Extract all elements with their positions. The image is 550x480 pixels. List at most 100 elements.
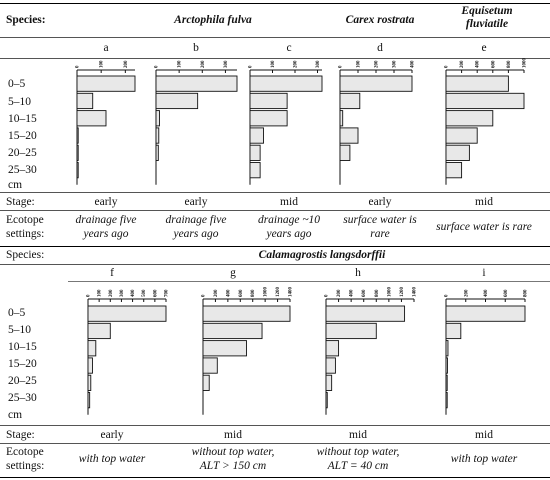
top-ecotope-rule [0, 210, 550, 211]
tick-label-g-7: 1400 [289, 287, 294, 298]
top-stage-rule [0, 192, 550, 193]
depth-label-top-1: 5–10 [8, 96, 31, 108]
bottom-ecotope-rule [0, 443, 550, 444]
tick-label-e-3: 600 [491, 60, 496, 68]
tick-label-g-0: 0 [202, 294, 207, 297]
bar-c-1 [249, 92, 288, 110]
panel-letter-a: a [103, 42, 109, 54]
table-top-rule [0, 3, 550, 4]
depth-label-top-2: 10–15 [8, 113, 37, 125]
depth-label-bottom-3: 15–20 [8, 358, 37, 370]
stage-i: mid [475, 429, 493, 441]
stage-b: early [184, 196, 208, 208]
stage-d: early [368, 196, 392, 208]
bar-i-5 [445, 392, 448, 409]
tick-label-f-6: 600 [153, 289, 158, 297]
panel-letter-h: h [355, 267, 361, 279]
tick-label-d-0: 0 [339, 65, 344, 68]
depth-label-top-3: 15–20 [8, 130, 37, 142]
tick-label-i-0: 0 [445, 294, 450, 297]
panel-letter-i: i [482, 267, 486, 279]
stage-e: mid [475, 196, 493, 208]
tick-label-d-2: 200 [375, 60, 380, 68]
bar-e-1 [445, 92, 525, 110]
bar-f-1 [87, 322, 111, 340]
tick-label-h-3: 600 [362, 289, 367, 297]
tick-label-g-5: 1000 [264, 287, 269, 298]
stage-c: mid [280, 196, 298, 208]
species-name-carex: Carex rostrata [345, 14, 415, 26]
bar-c-3 [249, 127, 264, 144]
stage-label-top: Stage: [6, 196, 35, 208]
bottom-header-rule [0, 264, 550, 265]
ecotope-label-bottom-2: settings: [6, 460, 45, 472]
tick-label-e-4: 800 [507, 60, 512, 68]
bar-c-4 [249, 144, 261, 161]
bar-e-3 [445, 127, 478, 144]
tick-label-f-2: 200 [109, 289, 114, 297]
ecotope-h-line1: without top water, [316, 446, 400, 458]
depth-label-bottom-0: 0–5 [8, 307, 26, 319]
species-name-equisetum: Equisetum fluviatile [461, 5, 512, 31]
ecotope-b-line1: drainage five [165, 214, 227, 226]
bar-h-0 [325, 305, 406, 322]
ecotope-i: with top water [450, 453, 518, 465]
depth-label-top-5: 25–30 [8, 164, 37, 176]
tick-label-i-2: 400 [484, 289, 489, 297]
bar-a-4 [76, 144, 79, 161]
tick-label-b-2: 200 [201, 60, 206, 68]
tick-label-a-1: 100 [100, 60, 105, 68]
bar-e-4 [445, 144, 470, 161]
tick-label-c-0: 0 [249, 65, 254, 68]
ecotope-a-line1: drainage five [75, 214, 137, 226]
tick-label-h-4: 800 [375, 289, 380, 297]
bar-g-0 [202, 305, 291, 322]
tick-label-g-6: 1200 [276, 287, 281, 298]
tick-label-i-4: 800 [524, 289, 529, 297]
ecotope-label-bottom-1: Ecotope [6, 446, 44, 458]
tick-label-b-0: 0 [155, 65, 160, 68]
bar-i-0 [445, 305, 526, 322]
top-charts-rule [0, 58, 550, 59]
stage-f: early [100, 429, 124, 441]
bar-h-5 [325, 392, 328, 409]
ecotope-c-line1: drainage ~10 [257, 214, 321, 226]
bar-e-2 [445, 110, 494, 127]
tick-label-g-3: 600 [239, 289, 244, 297]
bar-i-3 [445, 357, 448, 374]
ecotope-label-top-1: Ecotope [6, 214, 44, 226]
depth-label-top-unit: cm [8, 179, 23, 191]
species-name-equisetum-line1: Equisetum [461, 5, 513, 17]
tick-label-h-7: 1400 [413, 287, 418, 298]
tick-label-i-1: 200 [464, 289, 469, 297]
depth-label-top-4: 20–25 [8, 147, 37, 159]
tick-label-d-3: 300 [393, 60, 398, 68]
tick-label-i-3: 600 [504, 289, 509, 297]
bar-a-5 [76, 162, 79, 179]
tick-label-e-2: 400 [476, 60, 481, 68]
mid-rule [0, 246, 550, 247]
stage-label-bottom: Stage: [6, 429, 35, 441]
bar-g-3 [202, 357, 218, 374]
bar-b-1 [155, 92, 199, 110]
tick-label-f-5: 500 [142, 289, 147, 297]
stage-h: mid [349, 429, 367, 441]
table-bottom-rule [0, 477, 550, 478]
panel-letter-e: e [481, 42, 487, 54]
bar-f-5 [87, 392, 91, 409]
bar-e-5 [445, 162, 463, 179]
bar-c-0 [249, 75, 323, 92]
bar-f-4 [87, 374, 92, 391]
ecotope-g-line1: without top water, [191, 446, 275, 458]
ecotope-label-top-2: settings: [6, 228, 45, 240]
bar-e-0 [445, 75, 509, 92]
bar-d-3 [339, 127, 359, 144]
bar-a-2 [76, 110, 107, 127]
bar-i-2 [445, 340, 449, 357]
depth-label-bottom-5: 25–30 [8, 392, 37, 404]
ecotope-g-line2: ALT > 150 cm [199, 460, 267, 472]
panel-letter-b: b [193, 42, 199, 54]
bar-h-3 [325, 357, 336, 374]
tick-label-a-0: 0 [76, 65, 81, 68]
